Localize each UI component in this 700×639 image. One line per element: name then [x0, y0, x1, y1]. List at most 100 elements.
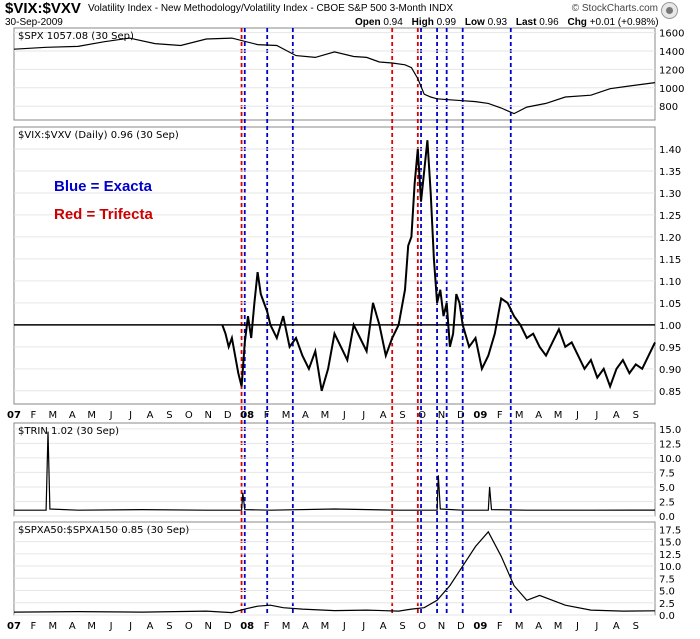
high-label: High [411, 17, 434, 28]
main-xtick-label: M [282, 410, 291, 421]
main-xtick-label: S [399, 410, 405, 421]
spxa-xtick-label: M [282, 621, 291, 632]
spxa-xtick-label: F [497, 621, 503, 632]
spxa-xtick-label: M [554, 621, 563, 632]
main-xtick-label: J [128, 410, 132, 421]
spxa-xtick-label: J [594, 621, 598, 632]
last-value: 0.96 [539, 17, 559, 28]
spxa-xtick-label: D [457, 621, 465, 632]
chart-date: 30-Sep-2009 [5, 17, 63, 28]
main-xtick-label: M [49, 410, 58, 421]
spxa-xtick-label: F [31, 621, 37, 632]
red-annotation: Red = Trifecta [54, 206, 153, 223]
main-ytick-label: 1.05 [659, 299, 681, 310]
spxa-panel-label: $SPXA50:$SPXA150 0.85 (30 Sep) [18, 525, 189, 536]
spx-ytick-label: 800 [659, 102, 678, 113]
spx-panel-label: $SPX 1057.08 (30 Sep) [18, 31, 134, 42]
main-xtick-label: 09 [473, 410, 487, 421]
last-label: Last [515, 17, 537, 28]
main-xtick-label: J [575, 410, 579, 421]
spxa-xtick-label: 09 [473, 621, 487, 632]
spxa-xtick-label: J [342, 621, 346, 632]
spxa-xtick-label: S [399, 621, 405, 632]
spxa-ytick-label: 15.0 [659, 538, 681, 549]
main-xtick-label: F [497, 410, 503, 421]
blue-annotation: Blue = Exacta [54, 178, 152, 195]
spxa-xtick-label: F [264, 621, 270, 632]
main-xtick-label: J [342, 410, 346, 421]
spx-panel-frame [13, 27, 656, 121]
trin-panel-frame [13, 422, 656, 517]
spxa-xtick-label: S [633, 621, 639, 632]
spxa-ytick-label: 0.0 [659, 611, 675, 622]
spx-ytick-label: 1000 [659, 84, 684, 95]
main-xtick-label: D [224, 410, 232, 421]
spxa-xtick-label: O [185, 621, 193, 632]
main-xtick-label: M [554, 410, 563, 421]
trin-ytick-label: 10.0 [659, 454, 681, 465]
spxa-xtick-label: A [535, 621, 542, 632]
main-xtick-label: A [147, 410, 154, 421]
main-xtick-label: A [380, 410, 387, 421]
trin-ytick-label: 0.0 [659, 512, 675, 523]
main-xtick-label: S [166, 410, 172, 421]
spxa-xtick-label: J [109, 621, 113, 632]
main-xtick-label: M [515, 410, 524, 421]
open-value: 0.94 [383, 17, 403, 28]
main-ytick-label: 0.85 [659, 387, 681, 398]
chart-symbol: $VIX:$VXV [5, 0, 81, 17]
spxa-xtick-label: D [224, 621, 232, 632]
spxa-xtick-label: A [69, 621, 76, 632]
main-ytick-label: 0.95 [659, 343, 681, 354]
main-xtick-label: N [205, 410, 212, 421]
main-ytick-label: 1.40 [659, 145, 681, 156]
spxa-xtick-label: M [49, 621, 58, 632]
main-xtick-label: J [361, 410, 365, 421]
main-xtick-label: O [185, 410, 193, 421]
main-xtick-label: D [457, 410, 465, 421]
main-xtick-label: F [264, 410, 270, 421]
spxa-panel-frame [13, 521, 656, 616]
trin-series-line [14, 431, 656, 511]
spx-ytick-label: 1200 [659, 65, 684, 76]
spxa-xtick-label: A [613, 621, 620, 632]
chart-description: Volatility Index - New Methodology/Volat… [88, 3, 453, 14]
main-panel-frame [13, 126, 656, 405]
trin-panel-label: $TRIN 1.02 (30 Sep) [18, 426, 119, 437]
spxa-xtick-label: M [321, 621, 330, 632]
spxa-xtick-label: J [361, 621, 365, 632]
spxa-xtick-label: N [438, 621, 445, 632]
main-xtick-label: A [535, 410, 542, 421]
low-label: Low [464, 17, 485, 28]
spxa-xtick-label: 07 [7, 621, 21, 632]
spxa-xtick-label: M [515, 621, 524, 632]
spxa-xtick-label: S [166, 621, 172, 632]
spxa-xtick-label: O [418, 621, 426, 632]
main-xtick-label: A [613, 410, 620, 421]
main-ytick-label: 1.15 [659, 255, 681, 266]
spxa-series-line [13, 530, 656, 614]
spxa-xtick-label: A [147, 621, 154, 632]
main-xtick-label: F [31, 410, 37, 421]
main-xtick-label: A [69, 410, 76, 421]
main-xtick-label: J [594, 410, 598, 421]
main-ytick-label: 1.35 [659, 167, 681, 178]
stockcharts-credit[interactable]: © StockCharts.com [571, 3, 658, 14]
spxa-xtick-label: A [302, 621, 309, 632]
spxa-xtick-label: M [87, 621, 96, 632]
spxa-xtick-label: J [575, 621, 579, 632]
spxa-xtick-label: J [128, 621, 132, 632]
main-ytick-label: 0.90 [659, 365, 681, 376]
trin-ytick-label: 2.5 [659, 497, 675, 508]
main-ytick-label: 1.10 [659, 277, 681, 288]
stockcharts-logo-icon[interactable] [661, 2, 678, 19]
main-xtick-label: M [321, 410, 330, 421]
spx-series-line [13, 37, 656, 115]
spx-ytick-label: 1400 [659, 47, 684, 58]
trin-ytick-label: 15.0 [659, 425, 681, 436]
spxa-ytick-label: 5.0 [659, 587, 675, 598]
chg-value: +0.01 (+0.98%) [589, 17, 659, 28]
spx-ytick-label: 1600 [659, 29, 684, 40]
main-xtick-label: N [438, 410, 445, 421]
